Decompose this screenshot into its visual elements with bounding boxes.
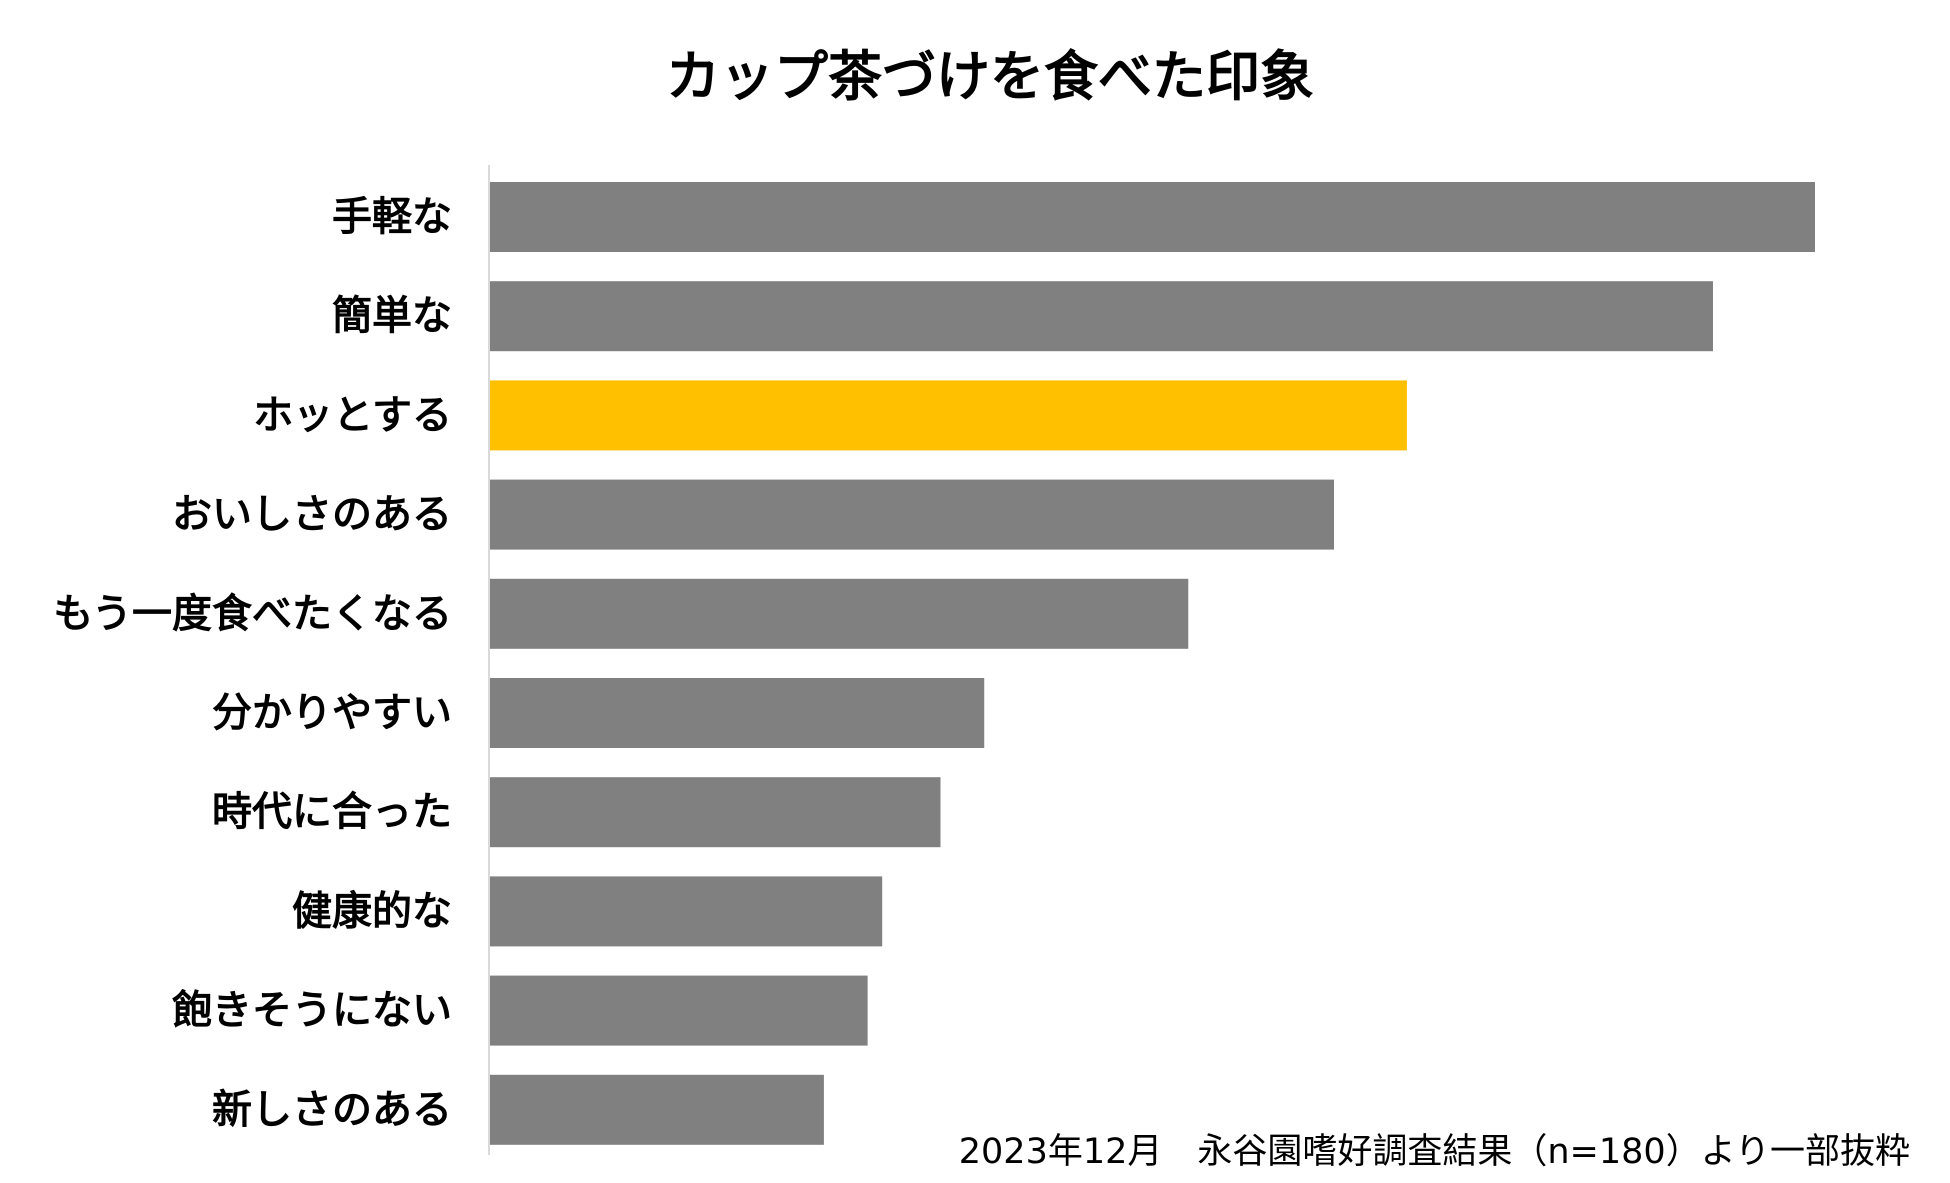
category-label-3: ホッとする xyxy=(253,392,452,438)
source-note: 2023年12月 永谷園嗜好調査結果（n=180）より一部抜粋 xyxy=(959,1132,1910,1172)
category-label-7: 時代に合った xyxy=(212,789,452,835)
category-label-2: 簡単な xyxy=(332,293,452,339)
bar-6 xyxy=(490,678,985,748)
bar-5 xyxy=(490,578,1189,649)
category-label-10: 新しさのある xyxy=(212,1087,452,1133)
bar-10 xyxy=(490,1074,824,1145)
bar-1 xyxy=(490,182,1815,252)
category-label-9: 飽きそうにない xyxy=(172,988,452,1034)
category-labels-group: 手軽な簡単なホッとするおいしさのあるもう一度食べたくなる分かりやすい時代に合った… xyxy=(53,194,452,1133)
bar-3 xyxy=(490,380,1407,451)
bar-8 xyxy=(490,876,883,947)
category-label-8: 健康的な xyxy=(292,888,452,934)
category-label-4: おいしさのある xyxy=(172,492,452,538)
chart-title: カップ茶づけを食べた印象 xyxy=(666,45,1314,108)
category-label-6: 分かりやすい xyxy=(212,690,452,736)
bar-9 xyxy=(490,975,868,1046)
bars-group xyxy=(490,182,1815,1145)
category-label-5: もう一度食べたくなる xyxy=(53,591,452,637)
bar-7 xyxy=(490,777,941,848)
bar-4 xyxy=(490,479,1335,550)
bar-2 xyxy=(490,281,1713,352)
category-label-1: 手軽な xyxy=(332,194,452,240)
